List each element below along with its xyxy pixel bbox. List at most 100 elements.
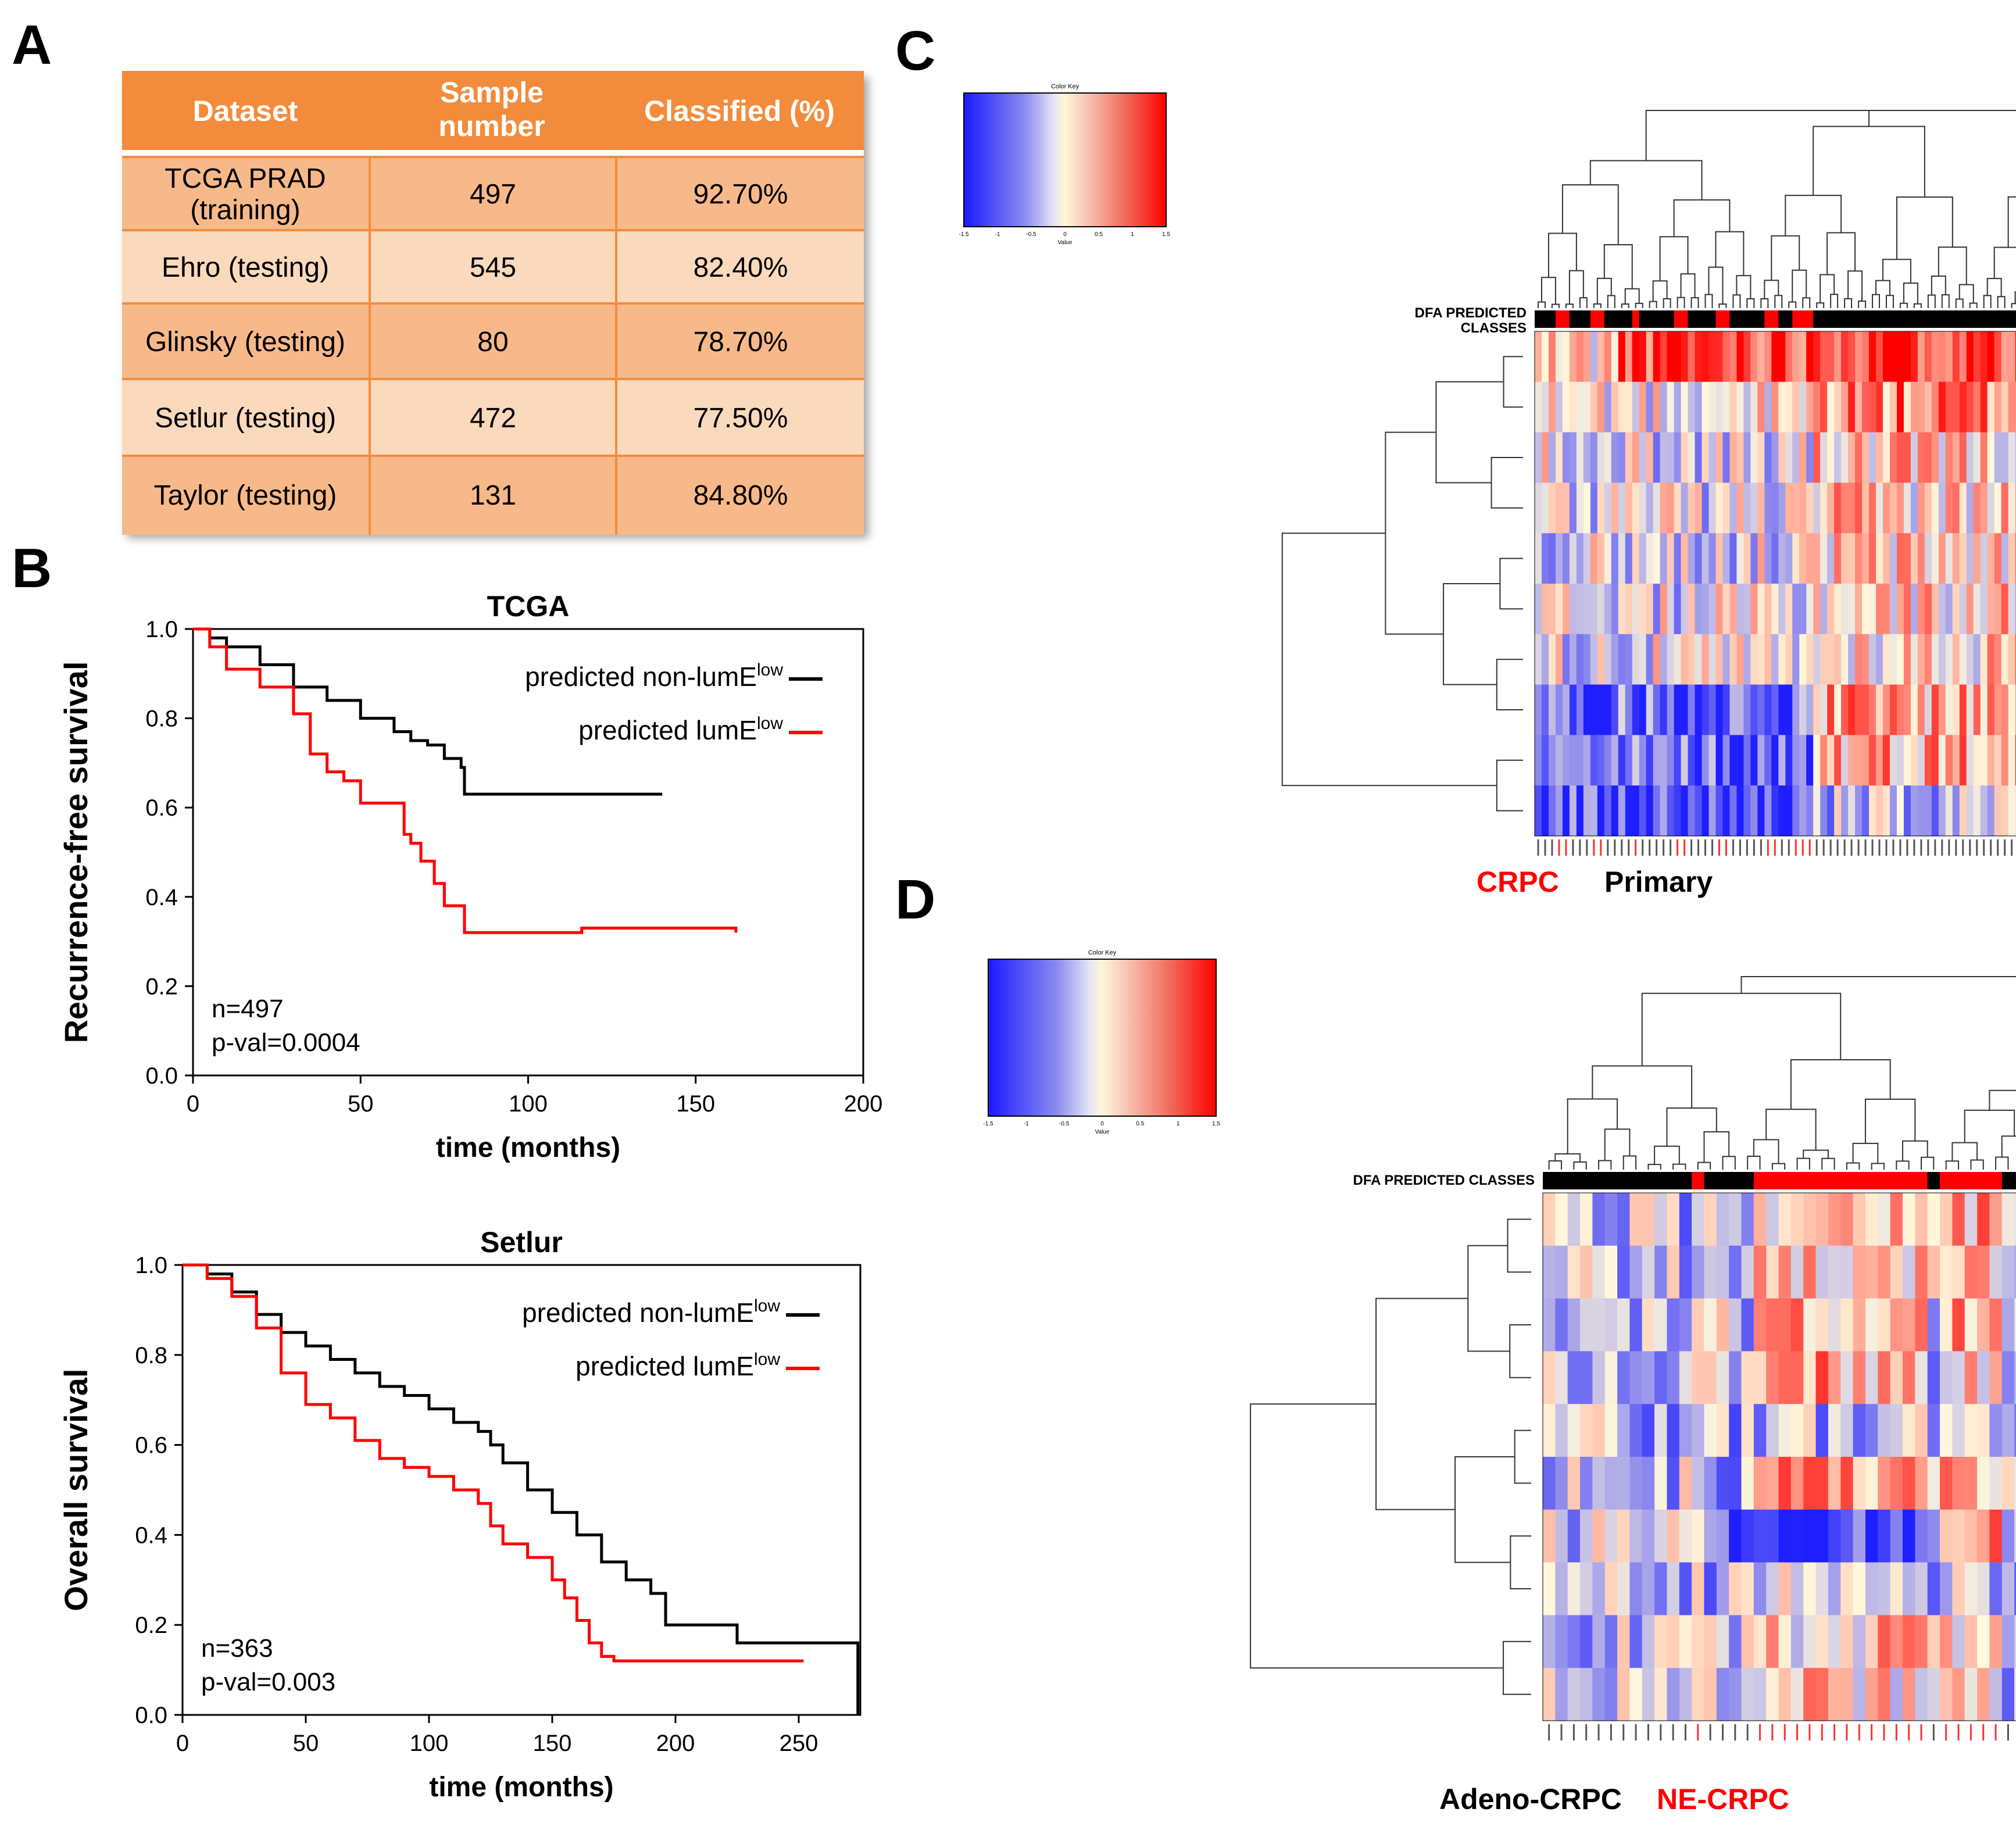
heatmap-cell <box>1827 432 1835 483</box>
heatmap-cell <box>1841 634 1849 685</box>
heatmap-cell <box>1917 785 1925 837</box>
heatmap-cell <box>1642 1351 1655 1404</box>
heatmap-cell <box>1597 735 1605 786</box>
y-tick-label: 0.2 <box>145 974 178 999</box>
class-bar-cell <box>1940 1172 1953 1189</box>
heatmap-cell <box>1924 584 1932 635</box>
dendrogram-branch <box>1882 259 1911 284</box>
heatmap-cell <box>1674 584 1682 635</box>
class-bar-cell <box>1803 1172 1817 1189</box>
heatmap-cell <box>1674 735 1682 786</box>
legend-crpc: CRPC <box>1477 866 1559 898</box>
heatmap-cell <box>1679 1668 1692 1721</box>
heatmap-cell <box>1743 735 1751 786</box>
heatmap-cell <box>1660 634 1668 685</box>
dendrogram-branch <box>1592 1065 1693 1109</box>
heatmap-cell <box>1785 381 1793 433</box>
heatmap-cell <box>1915 1562 1928 1615</box>
heatmap-cell <box>1931 584 1939 635</box>
heatmap-cell <box>1692 1298 1705 1352</box>
heatmap-cell <box>1639 634 1647 685</box>
heatmap-cell <box>1994 482 2002 534</box>
heatmap-cell <box>1679 1615 1692 1668</box>
heatmap-cell <box>1910 584 1918 635</box>
annotation-1: p-val=0.0004 <box>212 1028 360 1057</box>
color-key-bar <box>963 92 1167 227</box>
heatmap-cell <box>1778 1615 1792 1668</box>
heatmap-cell <box>2001 1404 2015 1457</box>
heatmap-cell <box>1569 533 1577 584</box>
heatmap-cell <box>1715 533 1724 584</box>
heatmap-cell <box>1766 1245 1779 1299</box>
dendrogram-branch <box>1765 1109 1817 1150</box>
heatmap-cell <box>1964 1509 1978 1563</box>
heatmap-cell <box>1653 533 1661 584</box>
y-tick-label: 0.8 <box>135 1343 167 1368</box>
heatmap-cell <box>1632 684 1640 735</box>
heatmap-cell <box>1890 1404 1903 1457</box>
y-tick-label: 0.2 <box>135 1613 167 1638</box>
heatmap-cell <box>1924 432 1932 483</box>
class-bar-cell <box>1799 310 1807 328</box>
heatmap-cell <box>1987 785 1995 837</box>
heatmap-cell <box>1580 1298 1593 1352</box>
heatmap-cell <box>1927 1615 1940 1668</box>
heatmap-cell <box>1994 785 2002 837</box>
table-row: TCGA PRAD (training) 497 92.70% <box>122 156 864 231</box>
heatmap-cell <box>1632 432 1640 483</box>
heatmap-cell <box>1708 533 1717 584</box>
heatmap-cell <box>1708 735 1717 786</box>
heatmap-cell <box>1654 1509 1668 1563</box>
heatmap-cell <box>1715 584 1724 635</box>
dendrogram-branch <box>1771 1163 1786 1170</box>
heatmap-cell <box>1771 634 1779 685</box>
heatmap-cell <box>1716 1404 1729 1457</box>
heatmap-cell <box>1604 331 1612 383</box>
heatmap-cell <box>1799 381 1807 433</box>
heatmap-cell <box>1681 684 1689 735</box>
heatmap-cell <box>1646 533 1654 584</box>
heatmap-cell <box>1653 735 1661 786</box>
heatmap-cell <box>1977 1562 1990 1615</box>
heatmap-cell <box>1771 331 1779 383</box>
dendrogram-branch <box>1746 298 1755 308</box>
heatmap-cell <box>1840 1193 1854 1246</box>
heatmap-cell <box>1855 381 1863 433</box>
heatmap-cell <box>2014 1615 2016 1668</box>
heatmap-cell <box>1580 1193 1593 1246</box>
heatmap-cell <box>1778 1351 1792 1404</box>
heatmap-cell <box>1848 584 1856 635</box>
heatmap-cell <box>1642 1615 1655 1668</box>
heatmap-cell <box>1792 482 1800 534</box>
color-key-tick: 0.5 <box>1095 231 1103 238</box>
heatmap-cell <box>1927 1404 1940 1457</box>
heatmap-cell <box>1903 1668 1915 1721</box>
heatmap-cell <box>1757 584 1765 635</box>
heatmap-cell <box>1827 785 1835 837</box>
class-bar-cell <box>1562 310 1570 328</box>
class-bar-cell <box>1555 1172 1568 1189</box>
heatmap-cell <box>1940 1245 1953 1299</box>
dendrogram-branch <box>1885 295 1894 308</box>
heatmap-cell <box>1945 533 1953 584</box>
heatmap-cell <box>1681 634 1689 685</box>
heatmap-cell <box>1729 1404 1742 1457</box>
heatmap-cell <box>1639 785 1647 837</box>
heatmap-cell <box>1848 785 1856 837</box>
heatmap-cell <box>1927 1457 1940 1510</box>
heatmap-cell <box>1964 1615 1978 1668</box>
heatmap-cell <box>1917 381 1925 433</box>
heatmap-cell <box>1548 533 1556 584</box>
cell-dataset: Taylor (testing) <box>153 480 337 511</box>
class-bar-cell <box>1639 310 1647 328</box>
heatmap-cell <box>1876 533 1883 584</box>
heatmap-cell <box>1855 735 1863 786</box>
dendrogram-branch <box>1826 232 1856 275</box>
heatmap-cell <box>2001 584 2009 635</box>
heatmap-cell <box>1618 381 1626 433</box>
heatmap-cell <box>1729 1298 1742 1352</box>
class-bar-cell <box>1924 310 1932 328</box>
heatmap-cell <box>1541 533 1549 584</box>
heatmap-cell <box>1841 533 1849 584</box>
dendrogram-branch <box>1764 280 1779 299</box>
